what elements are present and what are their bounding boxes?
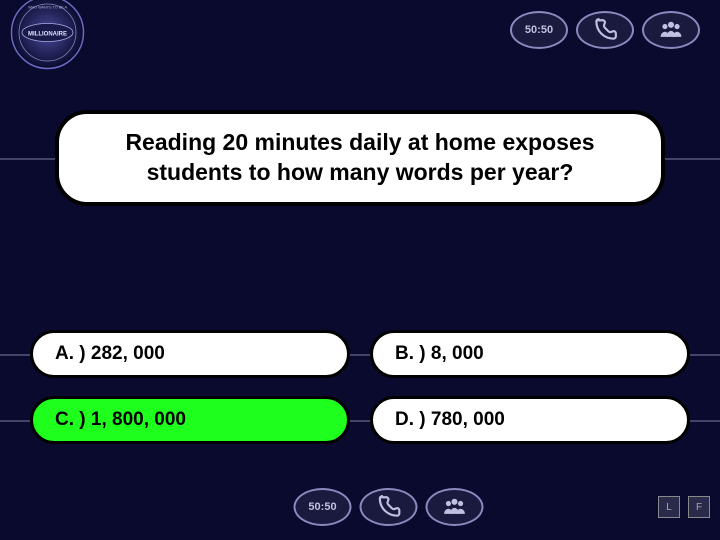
answer-b[interactable]: B. ) 8, 000 <box>370 330 690 378</box>
audience-icon <box>442 494 468 520</box>
fifty-fifty-label: 50:50 <box>525 24 553 36</box>
answers-grid: A. ) 282, 000 B. ) 8, 000 C. ) 1, 800, 0… <box>0 330 720 462</box>
footer-button-l[interactable]: L <box>658 496 680 518</box>
answer-row-2: C. ) 1, 800, 000 D. ) 780, 000 <box>30 396 690 444</box>
lifeline-phone-bottom[interactable] <box>360 488 418 526</box>
audience-icon <box>658 17 684 43</box>
answer-d-label: D. ) 780, 000 <box>395 409 505 430</box>
lifeline-fifty-fifty-bottom[interactable]: 50:50 <box>294 488 352 526</box>
footer-button-f[interactable]: F <box>688 496 710 518</box>
answer-c-label: C. ) 1, 800, 000 <box>55 409 186 430</box>
bottom-strip: 50:50 L F <box>0 482 720 532</box>
answer-row-1: A. ) 282, 000 B. ) 8, 000 <box>30 330 690 378</box>
answer-a[interactable]: A. ) 282, 000 <box>30 330 350 378</box>
answer-a-label: A. ) 282, 000 <box>55 343 165 364</box>
svg-text:WHO WANTS TO BE A: WHO WANTS TO BE A <box>28 6 68 10</box>
lifeline-audience[interactable] <box>642 11 700 49</box>
question-text: Reading 20 minutes daily at home exposes… <box>87 128 633 188</box>
footer-l-label: L <box>666 502 672 513</box>
answer-d[interactable]: D. ) 780, 000 <box>370 396 690 444</box>
phone-icon <box>376 494 402 520</box>
lifeline-phone[interactable] <box>576 11 634 49</box>
answer-b-label: B. ) 8, 000 <box>395 343 484 364</box>
lifeline-audience-bottom[interactable] <box>426 488 484 526</box>
answer-c[interactable]: C. ) 1, 800, 000 <box>30 396 350 444</box>
top-bar: MILLIONAIRE WHO WANTS TO BE A 50:50 <box>0 0 720 60</box>
phone-icon <box>592 17 618 43</box>
lifelines-bottom: 50:50 <box>294 488 484 526</box>
millionaire-logo: MILLIONAIRE WHO WANTS TO BE A <box>10 0 85 70</box>
question-box: Reading 20 minutes daily at home exposes… <box>55 110 665 206</box>
svg-text:MILLIONAIRE: MILLIONAIRE <box>28 32 67 38</box>
lifelines-top: 50:50 <box>510 11 700 49</box>
lifeline-fifty-fifty[interactable]: 50:50 <box>510 11 568 49</box>
footer-f-label: F <box>696 502 702 513</box>
question-container: Reading 20 minutes daily at home exposes… <box>0 110 720 206</box>
fifty-fifty-label-b: 50:50 <box>308 501 336 513</box>
